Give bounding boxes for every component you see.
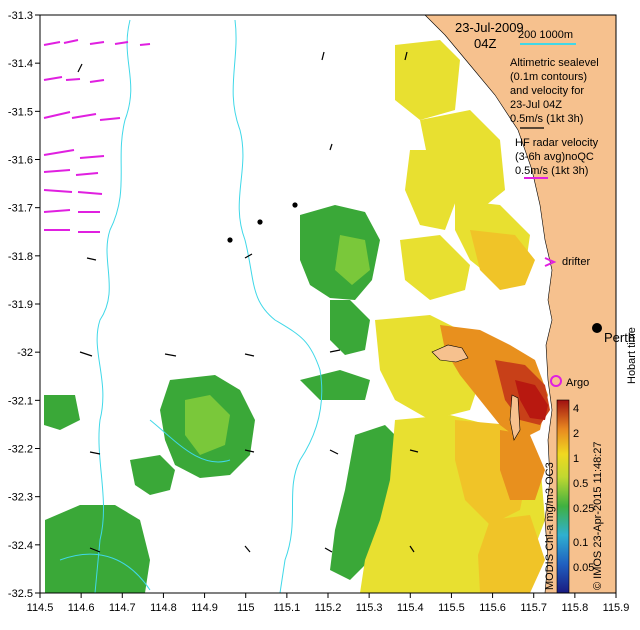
y-tick-label: -31.8	[8, 251, 33, 263]
svg-text:23-Jul 04Z: 23-Jul 04Z	[510, 99, 562, 111]
svg-text:(0.1m contours): (0.1m contours)	[510, 71, 587, 83]
svg-text:2: 2	[573, 428, 579, 440]
drifter-label: drifter	[562, 256, 590, 268]
colorbar	[556, 399, 570, 594]
x-tick-label: 114.9	[191, 602, 218, 614]
hf-legend: HF radar velocity (3-6h avg)noQC 0.5m/s …	[515, 137, 599, 179]
y-tick-label: -31.9	[8, 299, 33, 311]
svg-text:0.1: 0.1	[573, 537, 588, 549]
map-date: 23-Jul-2009	[455, 20, 524, 35]
argo-marker	[550, 375, 562, 387]
svg-text:0.5: 0.5	[573, 478, 588, 490]
x-tick-label: 114.8	[150, 602, 177, 614]
x-tick-label: 115.2	[315, 602, 342, 614]
y-tick-label: -32	[17, 347, 33, 359]
x-tick-label: 115.5	[438, 602, 465, 614]
x-tick-label: 115.7	[520, 602, 547, 614]
chlorophyll-field	[44, 40, 550, 593]
y-tick-label: -32.3	[8, 492, 33, 504]
y-tick-label: -31.3	[8, 10, 33, 22]
svg-text:(3-6h avg)noQC: (3-6h avg)noQC	[515, 151, 594, 163]
garden-island	[509, 394, 521, 441]
svg-text:0.05: 0.05	[573, 562, 594, 574]
bathymetry-contours	[59, 19, 323, 594]
x-tick-label: 114.5	[27, 602, 54, 614]
x-tick-label: 115.6	[479, 602, 506, 614]
drifter-icon	[544, 257, 557, 267]
rottnest-island	[431, 344, 469, 363]
x-tick-label: 115.1	[273, 602, 300, 614]
hobart-time-label: Hobart time	[626, 327, 638, 384]
hf-radar-vectors	[43, 39, 151, 233]
x-tick-label: 114.6	[68, 602, 95, 614]
y-tick-label: -31.4	[8, 58, 33, 70]
y-tick-label: -32.5	[8, 588, 33, 600]
x-axis: 114.5 114.6 114.7 114.8 114.9 115 115.1 115.2 11…	[27, 593, 630, 614]
y-tick-label: -31.7	[8, 203, 33, 215]
x-tick-label: 115.8	[561, 602, 588, 614]
x-tick-label: 115.4	[397, 602, 424, 614]
svg-text:4: 4	[573, 403, 579, 415]
scale-label: 200 1000m	[518, 29, 573, 41]
x-tick-label: 115.3	[356, 602, 383, 614]
credit-text: © IMOS 23-Apr-2015 11:48:27	[592, 441, 604, 590]
svg-text:1: 1	[573, 453, 579, 465]
svg-text:0.5m/s (1kt 3h): 0.5m/s (1kt 3h)	[510, 113, 583, 125]
colorbar-title: MODIS Chl-a mg/m3 OC3	[544, 462, 556, 590]
y-tick-label: -32.2	[8, 444, 33, 456]
perth-marker	[592, 323, 602, 333]
map-time: 04Z	[474, 36, 496, 51]
city-label: Perth	[604, 330, 635, 345]
x-tick-label: 114.7	[109, 602, 136, 614]
y-tick-label: -32.1	[8, 395, 33, 407]
colorbar-ticks: 4 2 1 0.5 0.25 0.1 0.05	[573, 403, 594, 574]
svg-text:0.5m/s (1kt 3h): 0.5m/s (1kt 3h)	[515, 165, 588, 177]
x-tick-label: 115.9	[603, 602, 630, 614]
svg-text:HF radar velocity: HF radar velocity	[515, 137, 599, 149]
y-axis: -31.3 -31.4 -31.5 -31.6 -31.7 -31.8 -31.9 -32 -3…	[8, 10, 40, 600]
svg-text:0.25: 0.25	[573, 503, 594, 515]
y-tick-label: -32.4	[8, 540, 33, 552]
altimetry-legend: Altimetric sealevel (0.1m contours) and …	[510, 57, 599, 129]
x-tick-label: 115	[237, 602, 255, 614]
argo-label: Argo	[566, 377, 589, 389]
svg-text:Altimetric sealevel: Altimetric sealevel	[510, 57, 599, 69]
altimetry-vectors	[77, 51, 419, 553]
y-tick-label: -31.5	[8, 106, 33, 118]
y-tick-label: -31.6	[8, 155, 33, 167]
svg-text:and velocity for: and velocity for	[510, 85, 584, 97]
